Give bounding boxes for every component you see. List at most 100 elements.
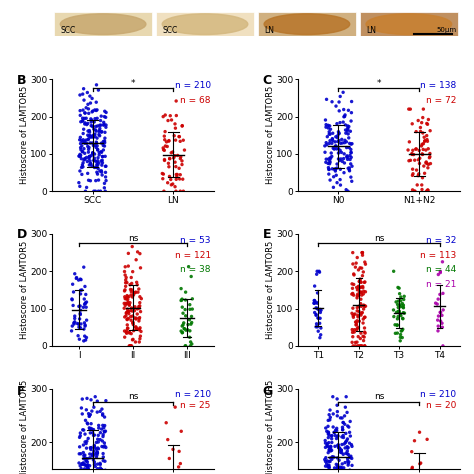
Point — [434, 316, 441, 324]
Point — [328, 139, 336, 147]
Point — [327, 414, 334, 421]
Point — [352, 321, 360, 329]
Point — [420, 162, 428, 170]
Point — [161, 146, 168, 154]
Point — [357, 302, 365, 310]
Point — [328, 153, 336, 160]
Point — [328, 453, 336, 460]
Point — [361, 324, 368, 332]
Point — [89, 149, 97, 156]
Point — [314, 328, 322, 335]
Point — [339, 423, 346, 431]
Point — [342, 438, 349, 446]
Point — [85, 105, 92, 113]
Point — [325, 464, 333, 472]
Point — [335, 149, 342, 157]
Point — [175, 164, 183, 172]
Point — [357, 329, 365, 337]
Point — [346, 155, 354, 163]
Point — [79, 138, 87, 146]
Point — [85, 410, 92, 418]
Point — [87, 122, 95, 129]
Point — [173, 112, 180, 119]
Text: n = 210: n = 210 — [174, 82, 210, 91]
Point — [81, 461, 89, 469]
Point — [94, 449, 101, 457]
Point — [131, 303, 139, 310]
Point — [76, 434, 83, 441]
Point — [336, 444, 344, 452]
Point — [434, 295, 442, 303]
Point — [326, 447, 333, 454]
Point — [323, 428, 330, 435]
Point — [346, 428, 354, 436]
Point — [136, 304, 143, 312]
Point — [91, 142, 99, 149]
Point — [338, 414, 346, 422]
FancyBboxPatch shape — [258, 12, 356, 36]
Point — [354, 254, 361, 261]
Point — [358, 292, 365, 299]
Point — [164, 117, 172, 124]
Point — [355, 302, 363, 310]
Point — [80, 337, 88, 345]
Text: C: C — [263, 73, 272, 87]
Point — [322, 424, 329, 432]
Point — [361, 328, 368, 336]
Point — [349, 290, 356, 297]
Point — [331, 464, 338, 472]
Point — [101, 413, 109, 421]
Point — [353, 317, 361, 325]
Point — [94, 431, 102, 439]
Point — [134, 281, 141, 289]
Point — [409, 172, 416, 179]
Point — [136, 315, 143, 322]
Point — [94, 157, 101, 164]
Point — [338, 139, 346, 147]
Point — [349, 304, 356, 312]
Point — [328, 135, 336, 143]
Point — [337, 149, 345, 156]
Point — [347, 452, 355, 460]
Point — [100, 120, 108, 128]
Point — [324, 133, 331, 140]
Point — [132, 288, 139, 296]
Point — [176, 155, 184, 163]
Point — [131, 314, 138, 322]
Point — [95, 159, 103, 167]
Point — [79, 410, 86, 418]
Point — [347, 109, 355, 117]
Point — [342, 126, 349, 134]
Point — [424, 186, 431, 194]
Point — [329, 129, 337, 137]
Point — [317, 306, 325, 314]
Point — [124, 296, 132, 303]
Point — [345, 123, 353, 130]
Point — [100, 184, 108, 191]
Point — [121, 271, 129, 279]
Point — [81, 465, 88, 473]
Point — [315, 314, 322, 322]
Point — [94, 170, 101, 178]
Point — [344, 187, 352, 195]
Point — [405, 157, 413, 164]
Point — [75, 336, 83, 343]
Point — [85, 155, 93, 162]
Point — [93, 470, 101, 474]
Point — [160, 170, 167, 178]
Point — [76, 153, 84, 160]
Point — [423, 187, 430, 195]
Point — [125, 262, 132, 270]
Point — [339, 89, 347, 96]
Point — [312, 311, 320, 319]
Point — [325, 166, 333, 173]
Point — [122, 276, 129, 284]
Point — [83, 438, 91, 445]
Point — [348, 462, 356, 469]
Point — [75, 320, 82, 328]
Point — [94, 444, 101, 452]
Point — [437, 269, 444, 276]
Text: B: B — [17, 73, 26, 87]
Point — [188, 319, 195, 326]
Point — [419, 140, 426, 148]
